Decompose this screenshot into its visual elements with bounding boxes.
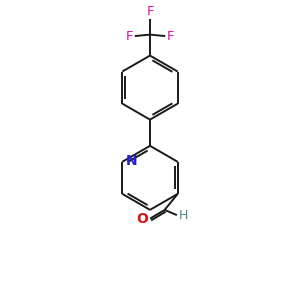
Text: H: H: [178, 208, 188, 222]
Text: F: F: [167, 30, 174, 43]
Text: F: F: [126, 30, 133, 43]
Text: F: F: [146, 5, 154, 18]
Text: N: N: [126, 154, 137, 168]
Text: O: O: [136, 212, 148, 226]
